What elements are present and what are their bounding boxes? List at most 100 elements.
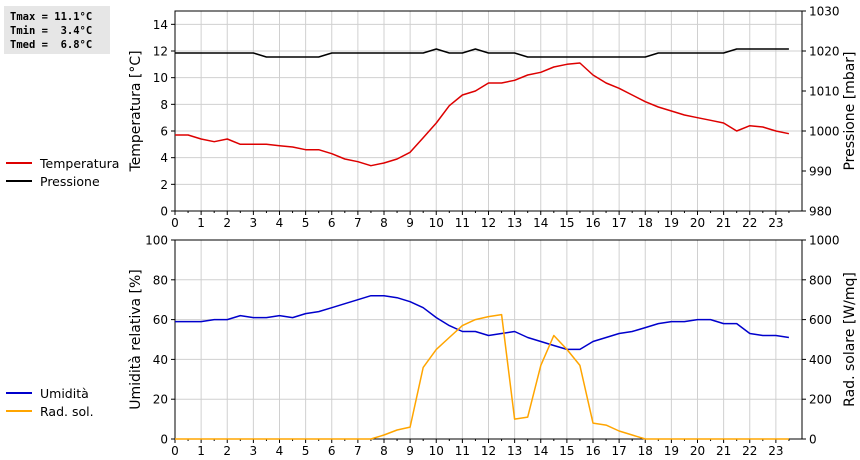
x-tick-label: 9 — [406, 444, 414, 458]
y-tick-label: 40 — [153, 353, 168, 367]
x-tick-label: 18 — [638, 444, 653, 458]
x-tick-label: 10 — [429, 444, 444, 458]
x-tick-label: 20 — [690, 216, 705, 230]
x-tick-label: 4 — [276, 216, 284, 230]
y-tick-label: 20 — [153, 393, 168, 407]
legend-label-pressure: Pressione — [40, 173, 100, 189]
y-tick-label: 0 — [160, 433, 168, 447]
legend-label-radiation: Rad. sol. — [40, 403, 94, 419]
y-tick-label: 12 — [153, 45, 168, 59]
legend-item-temperature: Temperatura — [6, 154, 119, 172]
x-tick-label: 8 — [380, 216, 388, 230]
y2-tick-label: 1000 — [809, 125, 840, 139]
x-tick-label: 5 — [302, 444, 310, 458]
x-tick-label: 3 — [250, 444, 258, 458]
x-tick-label: 21 — [716, 444, 731, 458]
y-axis-label: Umidità relativa [%] — [128, 269, 144, 410]
x-tick-label: 2 — [223, 444, 231, 458]
y2-tick-label: 1020 — [809, 45, 840, 59]
y-tick-label: 80 — [153, 273, 168, 287]
x-tick-label: 13 — [507, 216, 522, 230]
legend-swatch-pressure — [6, 180, 32, 182]
y2-tick-label: 1000 — [809, 234, 840, 248]
series-line-temperatura — [175, 62, 790, 167]
y2-tick-label: 1030 — [809, 5, 840, 19]
x-tick-label: 22 — [742, 216, 757, 230]
x-tick-label: 19 — [664, 444, 679, 458]
x-tick-label: 21 — [716, 216, 731, 230]
y-tick-label: 14 — [153, 18, 168, 32]
y-tick-label: 0 — [160, 205, 168, 219]
x-tick-label: 0 — [171, 444, 179, 458]
x-tick-label: 23 — [768, 444, 783, 458]
y-axis-label: Temperatura [°C] — [128, 50, 144, 172]
x-tick-label: 14 — [533, 216, 548, 230]
x-tick-label: 15 — [559, 216, 574, 230]
y2-tick-label: 990 — [809, 165, 832, 179]
legend-item-radiation: Rad. sol. — [6, 402, 94, 420]
legend-swatch-humidity — [6, 392, 32, 394]
x-tick-label: 7 — [354, 444, 362, 458]
x-tick-label: 18 — [638, 216, 653, 230]
x-tick-label: 16 — [585, 444, 600, 458]
stat-tmax: Tmax = 11.1°C — [10, 11, 93, 23]
legend-swatch-temperature — [6, 162, 32, 164]
y-tick-label: 4 — [160, 151, 168, 165]
x-tick-label: 11 — [455, 444, 470, 458]
x-tick-label: 5 — [302, 216, 310, 230]
x-tick-label: 6 — [328, 444, 336, 458]
y-tick-label: 10 — [153, 71, 168, 85]
x-tick-label: 10 — [429, 216, 444, 230]
legend-top: Temperatura Pressione — [6, 154, 119, 190]
chart-panel-0: 0 1 2 3 4 5 6 7 8 9 10 11 12 13 14 15 16 17 18 19 20 21 22 2302… — [128, 5, 858, 231]
y-tick-label: 2 — [160, 178, 168, 192]
x-tick-label: 8 — [380, 444, 388, 458]
x-tick-label: 20 — [690, 444, 705, 458]
x-tick-label: 4 — [276, 444, 284, 458]
x-tick-label: 19 — [664, 216, 679, 230]
x-tick-label: 23 — [768, 216, 783, 230]
y-tick-label: 60 — [153, 313, 168, 327]
x-tick-label: 0 — [171, 216, 179, 230]
legend-item-humidity: Umidità — [6, 384, 94, 402]
y2-tick-label: 600 — [809, 313, 832, 327]
y2-tick-label: 1010 — [809, 85, 840, 99]
x-tick-label: 1 — [197, 444, 205, 458]
series-line-rad-sol — [175, 313, 789, 440]
legend-label-humidity: Umidità — [40, 385, 89, 401]
x-tick-label: 16 — [585, 216, 600, 230]
x-tick-label: 7 — [354, 216, 362, 230]
chart-panel-1: 0 1 2 3 4 5 6 7 8 9 10 11 12 13 14 15 16 17 18 19 20 21 22 2302… — [128, 234, 858, 459]
series-line-pressione — [175, 48, 789, 58]
x-tick-label: 17 — [611, 444, 626, 458]
legend-swatch-radiation — [6, 410, 32, 412]
x-tick-label: 15 — [559, 444, 574, 458]
series-line-umidit — [175, 294, 790, 351]
x-tick-label: 12 — [481, 444, 496, 458]
x-tick-label: 1 — [197, 216, 205, 230]
x-tick-label: 9 — [406, 216, 414, 230]
y-tick-label: 8 — [160, 98, 168, 112]
x-tick-label: 6 — [328, 216, 336, 230]
y2-tick-label: 800 — [809, 273, 832, 287]
stats-box: Tmax = 11.1°C Tmin = 3.4°C Tmed = 6.8°C — [4, 6, 110, 54]
plot-frame — [174, 10, 803, 212]
x-tick-label: 22 — [742, 444, 757, 458]
x-tick-label: 13 — [507, 444, 522, 458]
x-tick-label: 17 — [611, 216, 626, 230]
y2-axis-label: Rad. solare [W/mq] — [842, 272, 858, 407]
y-tick-label: 6 — [160, 125, 168, 139]
legend-label-temperature: Temperatura — [40, 155, 120, 171]
y2-tick-label: 0 — [809, 433, 817, 447]
x-tick-label: 12 — [481, 216, 496, 230]
y2-tick-label: 200 — [809, 393, 832, 407]
stat-tmed: Tmed = 6.8°C — [10, 39, 93, 51]
x-tick-label: 3 — [250, 216, 258, 230]
y2-axis-label: Pressione [mbar] — [842, 51, 858, 170]
y2-tick-label: 400 — [809, 353, 832, 367]
plot-frame — [174, 239, 803, 440]
x-tick-label: 2 — [223, 216, 231, 230]
x-tick-label: 14 — [533, 444, 548, 458]
y-tick-label: 100 — [145, 234, 168, 248]
